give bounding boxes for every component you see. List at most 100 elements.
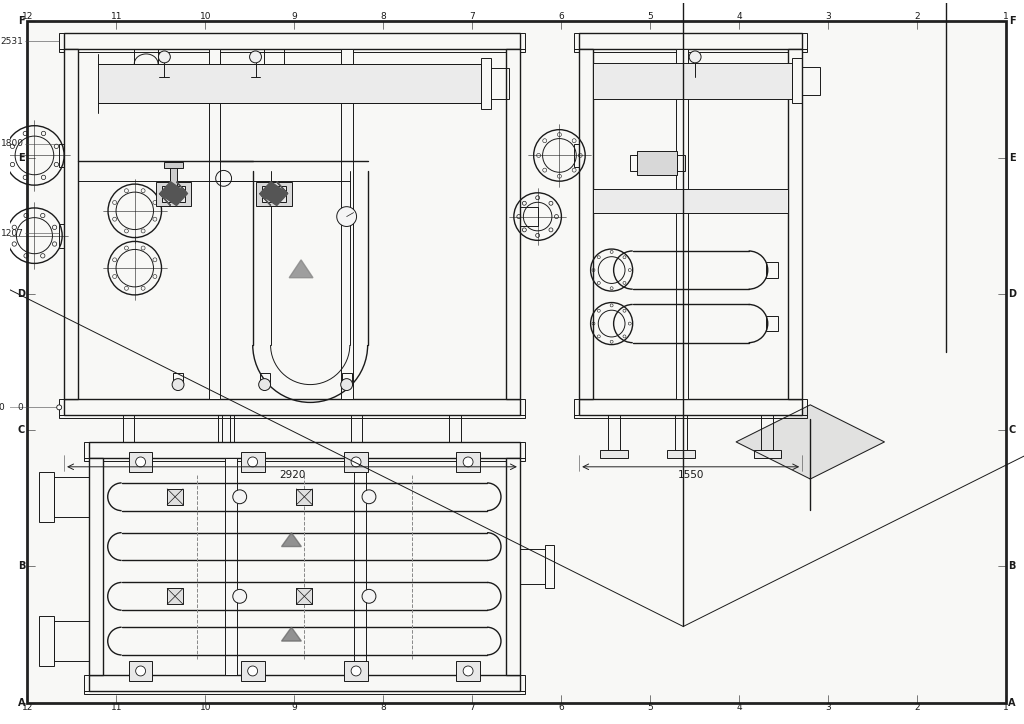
- Text: D: D: [17, 289, 26, 299]
- Bar: [341, 49, 352, 400]
- Text: 8: 8: [381, 12, 386, 21]
- Bar: [89, 675, 520, 691]
- Text: 1: 1: [1004, 703, 1009, 712]
- Text: 2: 2: [914, 703, 920, 712]
- Bar: [260, 373, 269, 384]
- Bar: [241, 452, 264, 472]
- Polygon shape: [160, 182, 187, 206]
- Text: C: C: [1009, 425, 1016, 435]
- Bar: [89, 442, 520, 458]
- Text: 9: 9: [292, 12, 297, 21]
- Polygon shape: [282, 627, 301, 641]
- Text: 1: 1: [1004, 12, 1009, 21]
- Text: E: E: [1009, 153, 1016, 163]
- Bar: [593, 190, 788, 213]
- Text: 0: 0: [17, 403, 24, 412]
- Bar: [173, 373, 183, 384]
- Text: 1800: 1800: [1, 139, 24, 148]
- Bar: [574, 143, 580, 167]
- Bar: [123, 416, 134, 450]
- Text: E: E: [18, 153, 25, 163]
- Circle shape: [248, 666, 258, 676]
- Bar: [221, 416, 233, 450]
- Polygon shape: [736, 405, 885, 479]
- Bar: [167, 489, 183, 505]
- Bar: [675, 416, 687, 450]
- Bar: [580, 400, 802, 416]
- Text: A: A: [1009, 698, 1016, 708]
- Text: F: F: [1009, 16, 1016, 26]
- Bar: [506, 49, 520, 400]
- Bar: [156, 182, 191, 206]
- Bar: [54, 477, 89, 517]
- Circle shape: [337, 206, 356, 227]
- Bar: [580, 33, 802, 49]
- Bar: [262, 186, 286, 201]
- Bar: [520, 206, 538, 227]
- Bar: [754, 450, 781, 458]
- Bar: [354, 458, 367, 675]
- Text: 9: 9: [292, 703, 297, 712]
- Text: 2531: 2531: [1, 36, 24, 46]
- Bar: [344, 661, 368, 681]
- Bar: [225, 458, 237, 675]
- Bar: [600, 450, 628, 458]
- Text: 11: 11: [111, 703, 122, 712]
- Text: 12: 12: [22, 703, 33, 712]
- Circle shape: [259, 379, 270, 390]
- Text: 10: 10: [200, 12, 211, 21]
- Circle shape: [248, 457, 258, 467]
- Bar: [59, 224, 65, 248]
- Circle shape: [351, 666, 361, 676]
- Bar: [218, 416, 230, 450]
- Bar: [574, 49, 807, 52]
- Bar: [441, 450, 469, 458]
- Text: 5: 5: [647, 12, 653, 21]
- Bar: [676, 49, 688, 400]
- Bar: [214, 450, 242, 458]
- Bar: [59, 33, 524, 49]
- Text: 7: 7: [469, 703, 475, 712]
- Circle shape: [232, 490, 247, 504]
- Circle shape: [250, 51, 261, 63]
- Text: 4: 4: [736, 12, 742, 21]
- Bar: [677, 155, 685, 171]
- Text: 3: 3: [825, 703, 831, 712]
- Bar: [481, 58, 492, 109]
- Bar: [167, 589, 183, 605]
- Bar: [802, 67, 820, 95]
- Bar: [766, 262, 777, 278]
- Bar: [457, 661, 480, 681]
- Bar: [762, 416, 773, 450]
- Bar: [59, 49, 524, 52]
- Text: 0: 0: [0, 403, 4, 412]
- Bar: [766, 316, 777, 332]
- Bar: [344, 452, 368, 472]
- Bar: [115, 450, 142, 458]
- Bar: [574, 416, 807, 418]
- Bar: [59, 400, 524, 416]
- Bar: [574, 33, 807, 49]
- Bar: [520, 549, 545, 584]
- Bar: [209, 49, 220, 400]
- Circle shape: [463, 457, 473, 467]
- Bar: [65, 400, 520, 416]
- Circle shape: [689, 51, 701, 63]
- Circle shape: [172, 379, 184, 390]
- Bar: [492, 68, 509, 99]
- Bar: [296, 489, 312, 505]
- Bar: [54, 621, 89, 661]
- Text: 7: 7: [469, 12, 475, 21]
- Bar: [580, 49, 593, 400]
- Text: 1207: 1207: [1, 229, 24, 237]
- Text: 10: 10: [200, 703, 211, 712]
- Bar: [545, 544, 554, 588]
- Bar: [574, 400, 807, 416]
- Text: B: B: [17, 561, 26, 571]
- Bar: [608, 416, 620, 450]
- Bar: [84, 442, 524, 458]
- Text: 5: 5: [647, 703, 653, 712]
- Bar: [211, 450, 239, 458]
- Text: 11: 11: [111, 12, 122, 21]
- Circle shape: [351, 457, 361, 467]
